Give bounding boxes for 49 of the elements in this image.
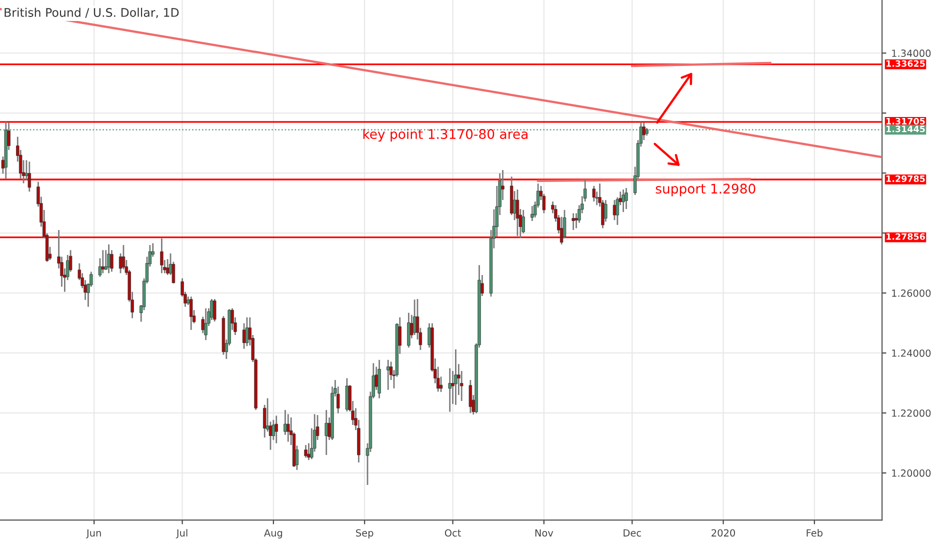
annotation: support 1.2980 [656,184,756,196]
candlestick [624,187,628,210]
annotation: key point 1.3170-80 area [363,128,528,142]
y-tick-label: 1.34000 [892,50,931,57]
y-tick-label: 1.24000 [892,349,931,357]
candlestick [242,322,246,350]
candlestick [324,409,328,456]
candlestick [468,379,472,414]
candlestick [378,359,381,399]
text: British Pound / U.S. Dollar, 1D [4,8,179,18]
ref-line-label: 1.27856 [886,233,925,240]
candlestick [101,249,105,274]
x-tick-label: Sep [356,529,374,538]
x-tick-label: Feb [806,529,822,537]
candlestick [412,298,416,336]
candlestick [448,368,452,412]
candlestick [516,188,520,237]
candlestick [572,212,575,231]
candlestick [622,188,625,213]
candlestick [592,185,596,202]
ref-line-label: 1.31445 [886,126,925,132]
candlestick [107,244,110,274]
candlestick [28,160,32,192]
ref-line-label: 1.33625 [886,60,925,67]
candlestick [286,413,290,442]
ref-line-label: 1.31705 [886,118,925,124]
x-tick-label: Jun [86,529,101,538]
x-tick-label: Jul [176,529,188,538]
candlestick [522,209,525,234]
candlestick [454,348,458,406]
x-tick-label: Aug [264,529,282,538]
candlestick [204,308,208,341]
candlestick [345,377,349,412]
candlestick [160,238,164,274]
candlestick [213,298,216,322]
candlestick [304,444,308,458]
candlestick [274,414,278,444]
ref-line-label: 1.29785 [886,175,925,182]
x-tick-label: 2020 [712,529,735,537]
y-tick-label: 1.26000 [892,289,931,297]
x-tick-label: Dec [624,529,641,537]
x-tick-label: Oct [444,529,461,537]
candlestick [190,296,193,331]
candlestick [407,312,410,348]
y-tick-label: 1.20000 [892,469,931,477]
candlestick [386,359,390,391]
y-tick-label: 1.22000 [892,409,931,417]
x-tick-label: Nov [535,529,554,537]
candlestick [530,205,534,222]
